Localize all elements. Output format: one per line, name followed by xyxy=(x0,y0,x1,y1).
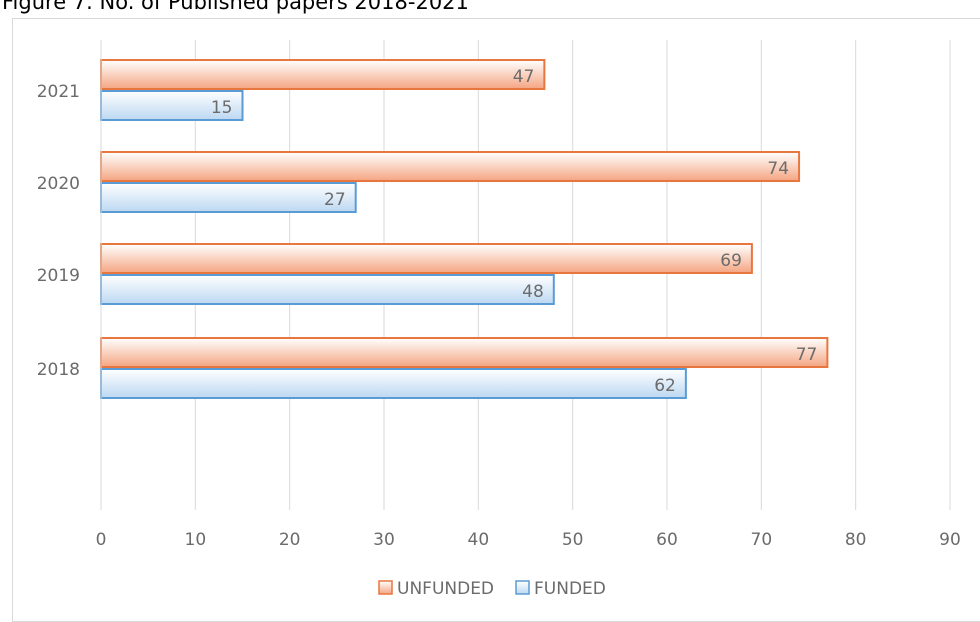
unfunded-bar-2021 xyxy=(100,59,546,90)
x-tick-label-60: 60 xyxy=(656,530,678,550)
funded-bar-2020 xyxy=(100,182,357,213)
x-tick-label-0: 0 xyxy=(96,530,107,550)
x-tick-label-40: 40 xyxy=(468,530,490,550)
y-tick-label-2021: 2021 xyxy=(37,82,80,102)
unfunded-value-label-2020: 74 xyxy=(767,159,789,179)
unfunded-value-label-2019: 69 xyxy=(720,251,742,271)
legend-swatch-unfunded xyxy=(378,580,393,595)
x-tick-label-80: 80 xyxy=(845,530,867,550)
unfunded-bar-2018 xyxy=(100,337,829,368)
unfunded-bar-2020 xyxy=(100,151,801,182)
x-tick-label-90: 90 xyxy=(939,530,961,550)
unfunded-value-label-2021: 47 xyxy=(513,67,535,87)
funded-value-label-2020: 27 xyxy=(324,190,346,210)
y-tick-label-2019: 2019 xyxy=(37,266,80,286)
funded-value-label-2021: 15 xyxy=(211,98,233,118)
unfunded-value-label-2018: 77 xyxy=(796,345,818,365)
x-tick-label-30: 30 xyxy=(373,530,395,550)
x-tick-label-70: 70 xyxy=(751,530,773,550)
funded-bar-2018 xyxy=(100,368,687,399)
funded-value-label-2018: 62 xyxy=(654,376,676,396)
funded-value-label-2019: 48 xyxy=(522,282,544,302)
legend-label-funded: FUNDED xyxy=(534,579,606,599)
figure-title: Figure 7. No. of Published papers 2018-2… xyxy=(2,0,469,14)
legend-label-unfunded: UNFUNDED xyxy=(397,579,494,599)
y-tick-label-2018: 2018 xyxy=(37,360,80,380)
y-tick-label-2020: 2020 xyxy=(37,174,80,194)
funded-bar-2021 xyxy=(100,90,244,121)
x-tick-label-10: 10 xyxy=(185,530,207,550)
x-tick-label-20: 20 xyxy=(279,530,301,550)
x-tick-label-50: 50 xyxy=(562,530,584,550)
legend-swatch-funded xyxy=(515,580,530,595)
funded-bar-2019 xyxy=(100,274,555,305)
unfunded-bar-2019 xyxy=(100,243,753,274)
